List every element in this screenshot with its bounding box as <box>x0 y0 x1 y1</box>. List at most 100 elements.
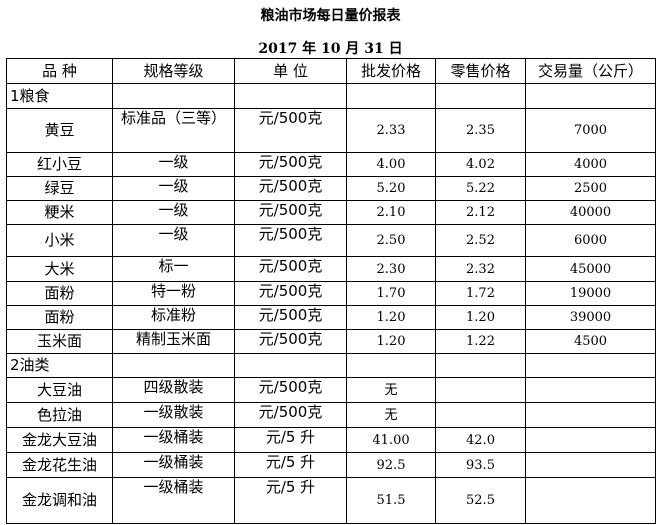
cell <box>525 452 656 478</box>
cell: 5.22 <box>435 176 526 201</box>
column-header: 交易量（公斤） <box>525 58 656 84</box>
cell: 四级散装 <box>112 377 235 403</box>
cell: 一级桶装 <box>112 452 235 478</box>
table-row: 小米 一级 元/500克 2.50 2.52 6000 <box>6 224 656 257</box>
table-row: 面粉 标准粉 元/500克 1.20 1.20 39000 <box>6 305 656 330</box>
table-row: 红小豆 一级 元/500克 4.00 4.02 4000 <box>6 152 656 177</box>
cell: 42.0 <box>435 427 526 453</box>
cell: 93.5 <box>435 452 526 478</box>
cell: 45000 <box>525 256 656 282</box>
cell: 元/5 升 <box>234 427 347 453</box>
cell: 19000 <box>525 281 656 306</box>
cell: 一级 <box>112 176 235 201</box>
cell <box>346 83 436 109</box>
cell: 一级 <box>112 224 235 257</box>
table-row: 2油类 <box>6 353 656 378</box>
cell: 面粉 <box>6 305 113 330</box>
cell <box>435 402 526 428</box>
cell: 一级桶装 <box>112 477 235 524</box>
cell <box>525 377 656 403</box>
cell: 玉米面 <box>6 329 113 354</box>
table-row: 金龙调和油 一级桶装 元/5 升 51.5 52.5 <box>6 477 656 524</box>
date: 2017 年 10 月 31 日 <box>258 41 403 57</box>
cell: 元/500克 <box>234 224 347 257</box>
cell: 1.22 <box>435 329 526 354</box>
cell: 元/500克 <box>234 377 347 403</box>
cell: 元/500克 <box>234 256 347 282</box>
cell: 一级 <box>112 200 235 225</box>
cell: 2.35 <box>435 108 526 153</box>
cell: 黄豆 <box>6 108 113 153</box>
cell: 无 <box>346 377 436 403</box>
table-body: 品 种规格等级单 位批发价格 零售价格 交易量（公斤） 1粮食 黄豆 标准品（三等） 元/5… <box>6 58 656 524</box>
cell: 2.33 <box>346 108 436 153</box>
cell: 粳米 <box>6 200 113 225</box>
cell: 金龙调和油 <box>6 477 113 524</box>
column-header: 单 位 <box>234 58 347 84</box>
cell <box>525 353 656 378</box>
cell: 2.50 <box>346 224 436 257</box>
cell: 2.32 <box>435 256 526 282</box>
cell: 52.5 <box>435 477 526 524</box>
price-table: 品 种规格等级单 位批发价格 零售价格 交易量（公斤） 1粮食 黄豆 标准品（三等） 元/5… <box>6 58 656 524</box>
table-row: 面粉 特一粉 元/500克 1.70 1.72 19000 <box>6 281 656 306</box>
cell: 2.12 <box>435 200 526 225</box>
cell: 一级散装 <box>112 402 235 428</box>
cell: 7000 <box>525 108 656 153</box>
cell: 2500 <box>525 176 656 201</box>
cell <box>435 353 526 378</box>
cell: 2.10 <box>346 200 436 225</box>
table-row: 绿豆 一级 元/500克 5.20 5.22 2500 <box>6 176 656 201</box>
cell <box>525 83 656 109</box>
cell: 标准粉 <box>112 305 235 330</box>
cell: 一级 <box>112 152 235 177</box>
cell: 6000 <box>525 224 656 257</box>
cell: 大豆油 <box>6 377 113 403</box>
cell: 小米 <box>6 224 113 257</box>
header-row: 品 种规格等级单 位批发价格 零售价格 交易量（公斤） <box>6 58 656 84</box>
cell: 1.20 <box>435 305 526 330</box>
cell <box>525 477 656 524</box>
cell: 元/500克 <box>234 152 347 177</box>
cell: 元/5 升 <box>234 452 347 478</box>
cell <box>234 83 347 109</box>
cell: 金龙大豆油 <box>6 427 113 453</box>
cell: 色拉油 <box>6 402 113 428</box>
cell <box>525 427 656 453</box>
cell: 面粉 <box>6 281 113 306</box>
cell: 特一粉 <box>112 281 235 306</box>
cell <box>435 83 526 109</box>
cell <box>525 402 656 428</box>
cell <box>112 83 235 109</box>
column-header: 规格等级 <box>112 58 235 84</box>
table-row: 黄豆 标准品（三等） 元/500克 2.33 2.35 7000 <box>6 108 656 153</box>
table-row: 1粮食 <box>6 83 656 109</box>
cell: 4500 <box>525 329 656 354</box>
cell: 40000 <box>525 200 656 225</box>
cell: 1.20 <box>346 305 436 330</box>
cell: 标一 <box>112 256 235 282</box>
column-header: 品 种 <box>6 58 113 84</box>
table-row: 粳米 一级 元/500克 2.10 2.12 40000 <box>6 200 656 225</box>
cell: 元/500克 <box>234 329 347 354</box>
cell <box>346 353 436 378</box>
cell: 92.5 <box>346 452 436 478</box>
cell: 绿豆 <box>6 176 113 201</box>
cell: 2油类 <box>6 353 113 378</box>
cell: 5.20 <box>346 176 436 201</box>
cell: 元/5 升 <box>234 477 347 524</box>
title: 粮油市场每日量价报表 <box>260 8 401 24</box>
cell: 2.52 <box>435 224 526 257</box>
table-row: 金龙大豆油 一级桶装 元/5 升 41.00 42.0 <box>6 427 656 453</box>
cell: 1.20 <box>346 329 436 354</box>
cell <box>435 377 526 403</box>
cell: 大米 <box>6 256 113 282</box>
cell: 1粮食 <box>6 83 113 109</box>
cell: 元/500克 <box>234 108 347 153</box>
cell: 1.70 <box>346 281 436 306</box>
cell: 41.00 <box>346 427 436 453</box>
cell <box>112 353 235 378</box>
cell: 精制玉米面 <box>112 329 235 354</box>
cell: 一级桶装 <box>112 427 235 453</box>
